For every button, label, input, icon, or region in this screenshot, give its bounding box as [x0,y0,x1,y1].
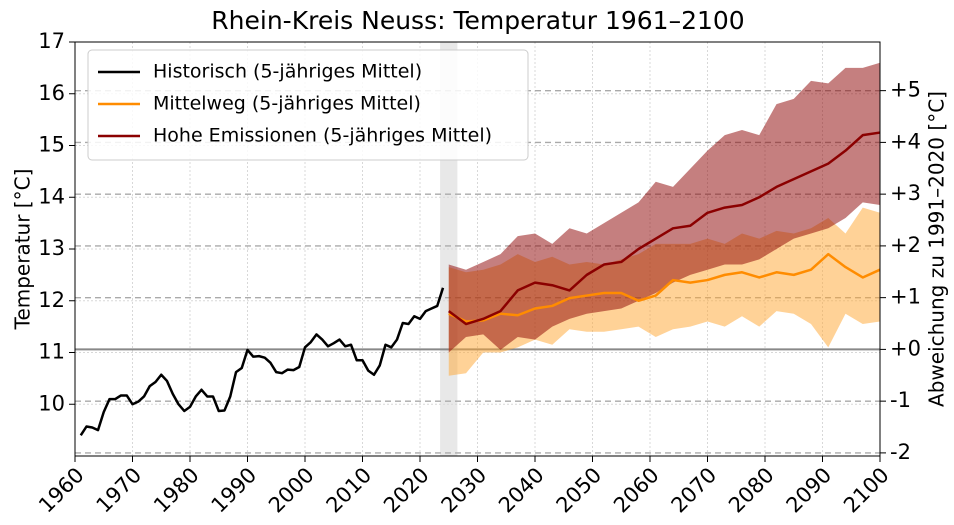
y-tick-label: 14 [38,184,65,208]
legend-label: Hohe Emissionen (5-jähriges Mittel) [153,125,492,147]
x-tick-label: 1960 [34,463,89,518]
y-tick-label: 11 [38,340,65,364]
x-tick-label: 2080 [724,463,779,518]
x-tick-label: 2090 [782,463,837,518]
series-line [448,252,881,323]
y2-tick-label: +2 [890,233,921,257]
x-tick-label: 1970 [92,463,147,518]
y-tick-label: 12 [38,288,65,312]
y2-tick-label: +0 [890,336,921,360]
x-tick-label: 1980 [149,463,204,518]
uncertainty-band [448,62,880,353]
plot-frame [74,41,881,457]
chart-title: Rhein-Kreis Neuss: Temperatur 1961–2100 [211,6,744,35]
y2-axis-label: Abweichung zu 1991–2020 [°C] [925,91,949,407]
x-tick-label: 2050 [552,463,607,518]
y-tick-label: 13 [38,236,65,260]
y-axis-label: Temperatur [°C] [11,169,35,331]
y2-tick-label: -2 [890,440,911,464]
y2-tick-label: +1 [890,285,921,309]
x-tick-label: 2010 [322,463,377,518]
x-tick-label: 2030 [437,463,492,518]
y-tick-label: 17 [38,29,65,53]
y2-tick-label: +3 [890,181,921,205]
y-tick-label: 16 [38,81,65,105]
x-tick-label: 2020 [379,463,434,518]
y2-tick-label: +5 [890,78,921,102]
x-tick-label: 2060 [609,463,664,518]
legend-label: Historisch (5-jähriges Mittel) [153,61,422,83]
legend: Historisch (5-jähriges Mittel) Mittelweg … [87,49,529,161]
y2-tick-label: +4 [890,129,921,153]
x-tick-label: 2100 [839,463,894,518]
x-tick-label: 2000 [264,463,319,518]
series-line [447,131,881,326]
x-tick-label: 2040 [494,463,549,518]
x-tick-label: 1990 [207,463,262,518]
y-tick-label: 10 [38,391,65,415]
legend-box [87,49,529,161]
y2-tick-label: -1 [890,388,911,412]
legend-label: Mittelweg (5-jähriges Mittel) [153,93,421,115]
series-line [79,287,445,436]
y-tick-label: 15 [38,133,65,157]
x-tick-label: 2070 [667,463,722,518]
